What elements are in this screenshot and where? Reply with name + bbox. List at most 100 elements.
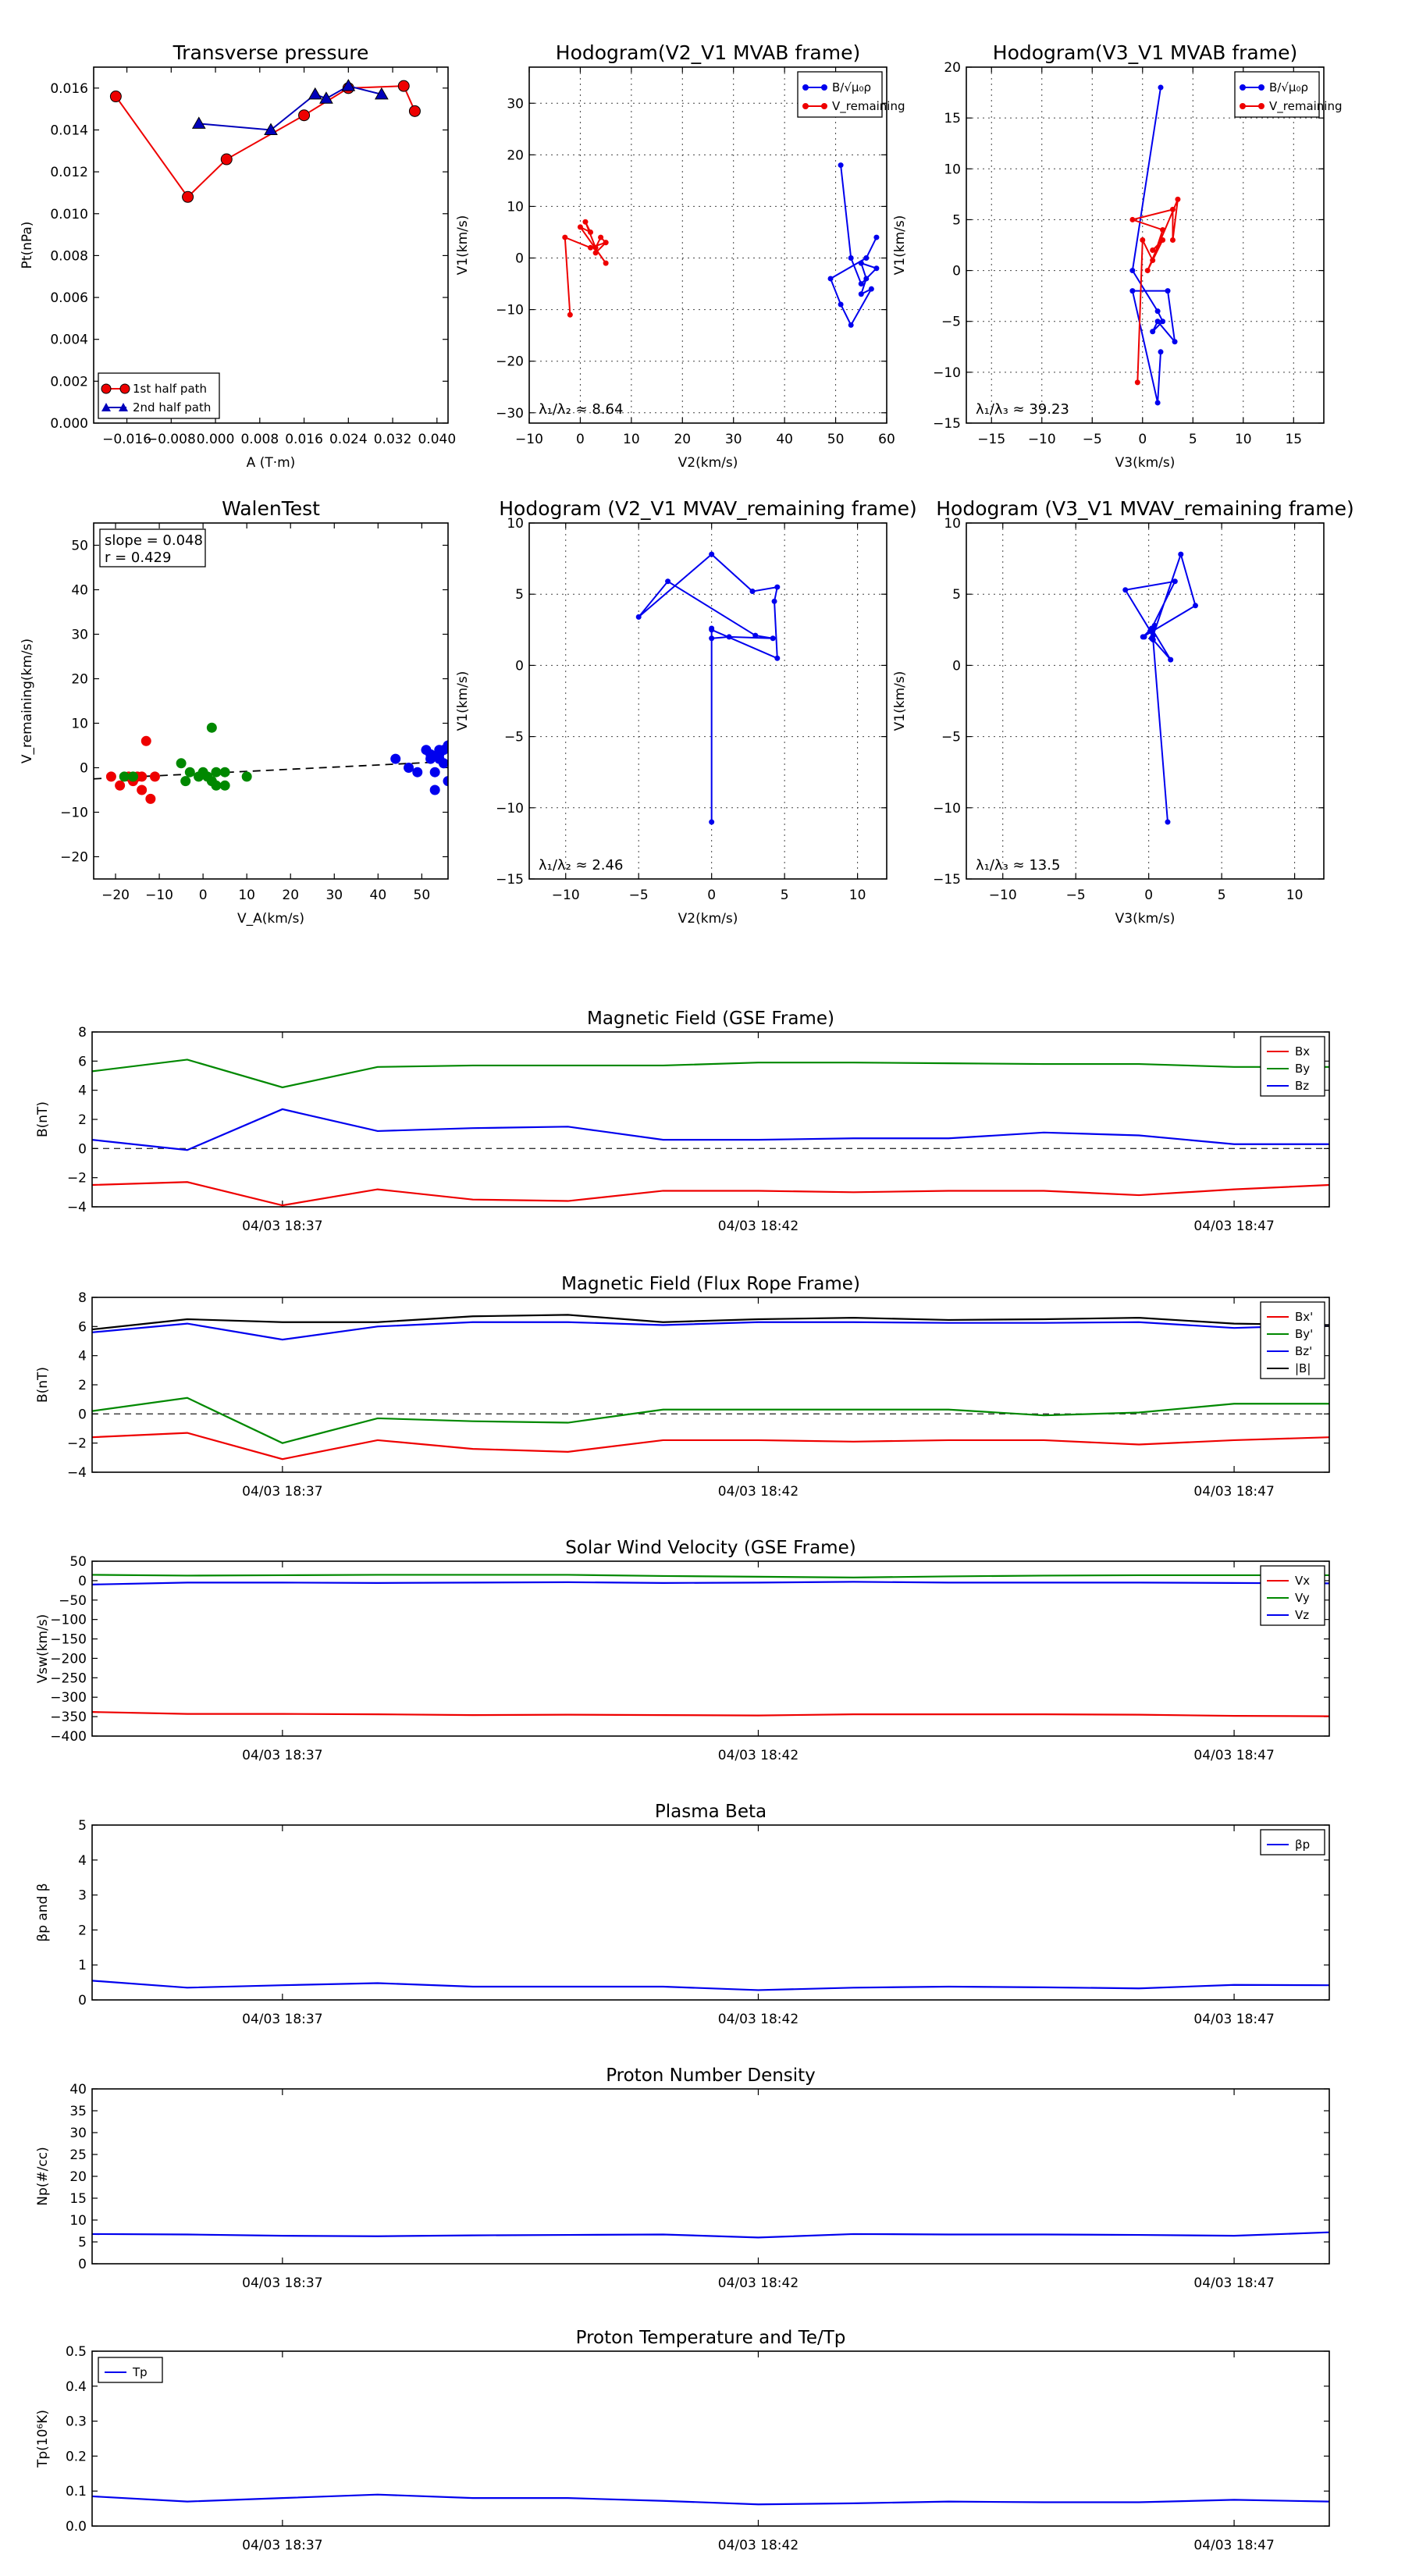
hodo1-series-b-point <box>863 276 870 282</box>
hodo2-chart: Hodogram(V3_V1 MVAB frame) −15 −10 −5 0 5 10 15… <box>892 41 1343 471</box>
walen-series-s1-point <box>219 767 230 777</box>
hodo1-series-b-line <box>829 165 878 327</box>
beta-title: Plasma Beta <box>655 1802 767 1822</box>
hodo2-series-vremaining-point <box>1150 247 1156 254</box>
hodo3-series-s0-point <box>774 655 781 661</box>
bgse-ytick-label: −2 <box>67 1171 87 1187</box>
walen-series-s1-point <box>206 722 217 733</box>
vsw-ytick-label: −300 <box>50 1690 87 1706</box>
hodo2-series-b-point <box>1150 329 1156 335</box>
hodo3-frame <box>528 522 887 880</box>
beta-xtick-label: 04/03 18:37 <box>242 2012 322 2027</box>
bgse-chart: Magnetic Field (GSE Frame) −4 −2 0 2 4 6 8 04/03… <box>35 1009 1330 1234</box>
tp-ytick-label: 0.1 <box>66 2484 87 2500</box>
hodo3-series-s0-point <box>709 551 715 557</box>
hodo1-series-b-point <box>848 255 854 262</box>
hodo4-ylabel: V1(km/s) <box>892 671 908 731</box>
hodo1-legend-marker <box>802 103 809 109</box>
vsw-series-vx-line <box>92 1711 1329 1717</box>
walen-frame <box>93 522 449 880</box>
hodo2-series-b-point <box>1165 288 1171 294</box>
bgse-xtick-label: 04/03 18:47 <box>1193 1219 1274 1234</box>
tp-ylabel: Tp(10⁶K) <box>35 2410 51 2468</box>
np-series-s0-line <box>92 2231 1329 2239</box>
walen-ytick-label: 10 <box>71 717 88 732</box>
hodo2-ytick-label: −15 <box>933 416 961 432</box>
transverse-series-1sthalfpath-line <box>115 85 416 198</box>
bgse-xtick-label: 04/03 18:42 <box>718 1219 799 1234</box>
hodo1-series-vremaining-point <box>592 250 599 256</box>
hodo4-series-s0-point <box>1178 551 1184 557</box>
walen-series-s2-point <box>429 767 440 777</box>
hodo2-series-b-point <box>1154 318 1161 325</box>
bfr-series-by-line <box>92 1397 1329 1444</box>
bfr-xtick-label: 04/03 18:47 <box>1193 1484 1274 1500</box>
hodo2-series-b-point <box>1154 400 1161 406</box>
walen-xtick-label: 20 <box>282 888 299 903</box>
transverse-ytick-label: 0.000 <box>50 416 88 432</box>
hodo4-series-s0-point <box>1148 635 1154 642</box>
hodo3-series-s0-line <box>638 553 779 823</box>
hodo2-series-b-point <box>1172 339 1178 345</box>
np-ytick-label: 35 <box>69 2104 87 2119</box>
hodo1-legend-marker <box>821 84 827 91</box>
hodo1-xtick-label: 40 <box>776 432 793 447</box>
hodo1-legend-label: B/√μ₀ρ <box>832 80 871 94</box>
hodo1-ytick-label: −10 <box>496 303 524 318</box>
transverse-xlabel: A (T·m) <box>247 455 296 471</box>
hodo2-series-vremaining-point <box>1169 237 1176 243</box>
bfr-series-bz-line <box>92 1321 1329 1341</box>
bgse-xtick-label: 04/03 18:37 <box>242 1219 322 1234</box>
walen-xtick-label: −20 <box>101 888 130 903</box>
hodo4-xtick-label: 5 <box>1218 888 1226 903</box>
np-ytick-label: 20 <box>69 2169 87 2185</box>
hodo2-series-vremaining-point <box>1169 206 1176 212</box>
beta-ytick-label: 5 <box>78 1818 87 1834</box>
hodo1-legend-label: V_remaining <box>832 99 905 114</box>
hodo1-series-vremaining-point <box>603 260 609 266</box>
hodo3-series-group <box>635 551 781 825</box>
hodo3-series-s0-point <box>665 578 671 585</box>
beta-ytick-label: 2 <box>78 1923 87 1938</box>
bfr-ylabel: B(nT) <box>35 1367 51 1403</box>
hodo4-series-s0-point <box>1122 587 1129 593</box>
hodo1-chart: Hodogram(V2_V1 MVAB frame) −30 −20 −10 0 10 20… <box>455 41 905 471</box>
hodo3-xtick-label: 5 <box>781 888 789 903</box>
hodo1-xtick-label: −10 <box>515 432 543 447</box>
bfr-legend <box>1260 1301 1325 1379</box>
hodo1-series-vremaining-point <box>582 219 589 225</box>
bgse-ylabel: B(nT) <box>35 1101 51 1137</box>
hodo1-legend <box>797 71 883 118</box>
transverse-legend-label: 2nd half path <box>133 400 211 415</box>
walen-series-s2-point <box>425 753 436 764</box>
bgse-legend-label: By <box>1295 1062 1310 1076</box>
walen-series-s0-point <box>149 771 160 782</box>
transverse-ytick-label: 0.004 <box>50 333 88 348</box>
transverse-legend-marker <box>119 383 130 394</box>
vsw-chart: Solar Wind Velocity (GSE Frame) −400 −350 −… <box>35 1538 1330 1763</box>
hodo2-ylabel: V1(km/s) <box>892 215 908 276</box>
walen-ytick-label: 50 <box>71 539 88 554</box>
tp-legend <box>98 2357 163 2383</box>
hodo1-xtick-label: 50 <box>827 432 845 447</box>
transverse-xtick-label: −0.016 <box>102 432 151 447</box>
walen-series-s0-point <box>140 735 151 746</box>
hodo1-series-b-point <box>873 265 880 272</box>
np-xtick-label: 04/03 18:42 <box>718 2275 799 2291</box>
transverse-series-2ndhalfpath-point <box>191 116 206 129</box>
hodo3-xtick-label: −5 <box>629 888 649 903</box>
hodo2-series-vremaining-point <box>1150 258 1156 264</box>
vsw-xtick-label: 04/03 18:37 <box>242 1748 322 1763</box>
walen-series-s1-point <box>219 780 230 791</box>
np-ytick-label: 5 <box>78 2235 87 2250</box>
transverse-ytick-label: 0.012 <box>50 165 88 180</box>
walen-series-s2-point <box>429 785 440 795</box>
tp-chart: Proton Temperature and Te/Tp 0.0 0.1 0.2 0.3… <box>35 2328 1330 2553</box>
hodo2-legend-label: V_remaining <box>1269 99 1343 114</box>
hodo4-ytick-label: 5 <box>952 587 961 603</box>
hodo3-xtick-label: 10 <box>849 888 866 903</box>
tp-ytick-label: 0.5 <box>66 2344 87 2360</box>
bgse-series-by-line <box>92 1059 1329 1089</box>
transverse-xtick-label: 0.000 <box>197 432 235 447</box>
beta-xtick-label: 04/03 18:47 <box>1193 2012 1274 2027</box>
